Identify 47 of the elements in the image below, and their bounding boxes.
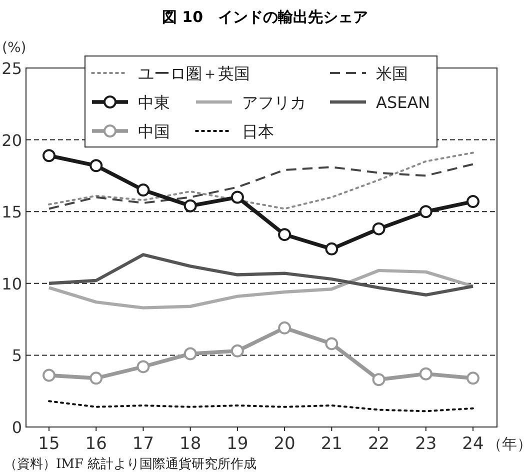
y-tick-label: 15 bbox=[2, 202, 22, 222]
y-tick-label: 5 bbox=[12, 346, 22, 366]
point bbox=[325, 242, 338, 256]
point bbox=[42, 149, 56, 162]
y-tick-label: 10 bbox=[2, 274, 22, 294]
x-tick-label: 24 bbox=[462, 434, 484, 454]
x-tick-label: 21 bbox=[320, 434, 342, 454]
point bbox=[42, 368, 56, 382]
legend-label: 中東 bbox=[138, 93, 170, 112]
x-axis-title: （年） bbox=[487, 435, 530, 453]
point bbox=[278, 228, 292, 242]
legend-label: アフリカ bbox=[242, 93, 306, 112]
point bbox=[184, 199, 197, 212]
legend-label: 中国 bbox=[138, 122, 170, 141]
x-tick-label: 23 bbox=[415, 434, 437, 454]
y-axis-title: (%) bbox=[2, 40, 26, 56]
text: （資料）IMF 統計より国際通貨研究所作成 bbox=[4, 457, 257, 472]
point bbox=[325, 337, 338, 350]
legend-label: ASEAN bbox=[376, 93, 430, 112]
point bbox=[136, 360, 150, 374]
x-tick-label: 16 bbox=[85, 434, 107, 454]
x-tick-label: 22 bbox=[368, 434, 390, 454]
point bbox=[90, 372, 103, 385]
x-tick-label: 19 bbox=[226, 434, 248, 454]
point bbox=[372, 222, 386, 236]
point bbox=[419, 367, 432, 380]
point bbox=[136, 184, 150, 197]
point bbox=[466, 195, 480, 208]
x-tick-label: 20 bbox=[274, 434, 296, 454]
chart-title: 図 10 インドの輸出先シェア bbox=[162, 8, 368, 26]
point bbox=[466, 372, 480, 385]
x-tick-label: 18 bbox=[180, 434, 202, 454]
x-tick-label: 17 bbox=[132, 434, 154, 454]
point bbox=[278, 321, 292, 334]
y-tick-label: 20 bbox=[2, 130, 22, 150]
x-tick-label: 15 bbox=[38, 434, 60, 454]
legend-label: ユーロ圏＋英国 bbox=[138, 64, 250, 83]
legend-label: 米国 bbox=[376, 64, 408, 83]
point bbox=[419, 205, 432, 218]
y-tick-label: 25 bbox=[2, 59, 22, 78]
point bbox=[230, 344, 244, 358]
point bbox=[184, 347, 197, 360]
y-tick-label: 0 bbox=[12, 418, 22, 437]
point bbox=[90, 159, 103, 172]
legend-label: 日本 bbox=[242, 122, 274, 141]
point bbox=[230, 190, 244, 204]
point bbox=[372, 373, 386, 386]
